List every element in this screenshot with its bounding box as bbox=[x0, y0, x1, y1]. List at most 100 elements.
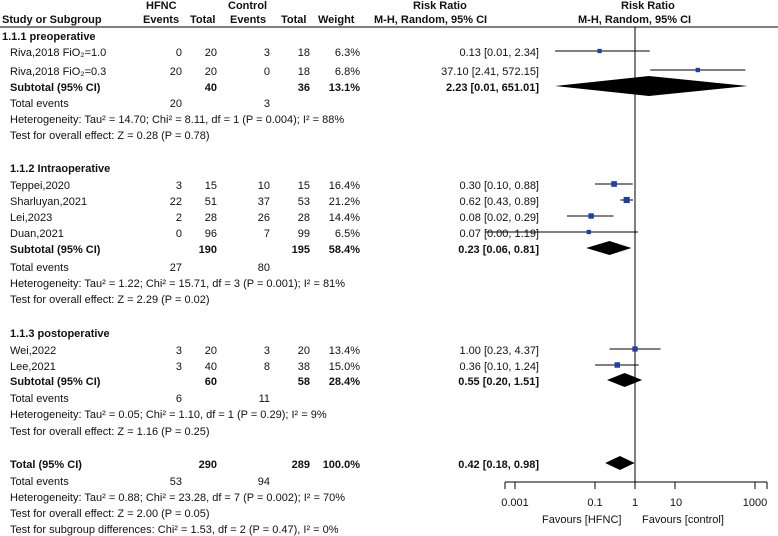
control-total: 18 bbox=[297, 47, 310, 59]
group-title: 1.1.2 Intraoperative bbox=[10, 163, 111, 175]
study-point-marker bbox=[614, 362, 620, 368]
hfnc-events: 0 bbox=[175, 228, 182, 240]
subtotal-weight: 58.4% bbox=[328, 244, 360, 256]
group-title: 1.1.1 preoperative bbox=[2, 31, 96, 43]
total-events-label: Total events bbox=[10, 476, 69, 488]
subtotal-weight: 28.4% bbox=[328, 376, 360, 388]
study-weight: 21.2% bbox=[328, 196, 360, 208]
control-events: 3 bbox=[263, 345, 270, 357]
favours-control-label: Favours [control] bbox=[642, 514, 724, 526]
study-ci: 0.62 [0.43, 0.89] bbox=[459, 196, 539, 208]
study-point-marker bbox=[588, 213, 594, 219]
study-ci: 0.36 [0.10, 1.24] bbox=[459, 361, 539, 373]
hfnc-events: 2 bbox=[175, 212, 182, 224]
study-name: Riva,2018 FiO₂=0.3 bbox=[10, 66, 107, 78]
control-events: 10 bbox=[257, 180, 270, 192]
control-total: 20 bbox=[297, 345, 310, 357]
overall-effect-text: Test for overall effect: Z = 0.28 (P = 0… bbox=[10, 130, 210, 142]
study-name: Teppei,2020 bbox=[10, 180, 70, 192]
study-ci: 0.30 [0.10, 0.88] bbox=[459, 180, 539, 192]
hfnc-total: 20 bbox=[204, 47, 217, 59]
control-total: 53 bbox=[297, 196, 310, 208]
subtotal-ci: 0.23 [0.06, 0.81] bbox=[458, 244, 539, 256]
total-control-total: 289 bbox=[291, 459, 310, 471]
study-ci: 37.10 [2.41, 572.15] bbox=[441, 66, 539, 78]
hfnc-total: 20 bbox=[204, 345, 217, 357]
control-events-header: Events bbox=[230, 14, 267, 26]
hfnc-header: HFNC bbox=[146, 0, 177, 12]
total-label: Total (95% CI) bbox=[10, 459, 82, 471]
total-events-hfnc: 6 bbox=[175, 393, 182, 405]
tick-label-0.1: 0.1 bbox=[587, 497, 603, 509]
method-right-header: M-H, Random, 95% CI bbox=[578, 14, 692, 26]
total-weight: 100.0% bbox=[322, 459, 360, 471]
hfnc-total: 40 bbox=[204, 361, 217, 373]
overall-effect-text: Test for overall effect: Z = 1.16 (P = 0… bbox=[10, 426, 210, 438]
subgroup-differences-text: Test for subgroup differences: Chi² = 1.… bbox=[10, 524, 339, 536]
hfnc-events-header: Events bbox=[143, 14, 180, 26]
control-total: 99 bbox=[297, 228, 310, 240]
total-heterogeneity-text: Heterogeneity: Tau² = 0.88; Chi² = 23.28… bbox=[10, 492, 345, 504]
study-ci: 0.08 [0.02, 0.29] bbox=[459, 212, 539, 224]
total-events-control: 94 bbox=[257, 476, 270, 488]
control-total: 38 bbox=[297, 361, 310, 373]
total-events-hfnc: 53 bbox=[169, 476, 182, 488]
hfnc-events: 20 bbox=[169, 66, 182, 78]
tick-label-10: 10 bbox=[669, 497, 683, 509]
total-events-label: Total events bbox=[10, 262, 69, 274]
subtotal-weight: 13.1% bbox=[328, 82, 360, 94]
hfnc-events: 0 bbox=[175, 47, 182, 59]
study-point-marker bbox=[695, 67, 700, 73]
control-events: 0 bbox=[263, 66, 270, 78]
subtotal-ci: 0.55 [0.20, 1.51] bbox=[458, 376, 539, 388]
total-events-hfnc: 20 bbox=[169, 98, 182, 110]
hfnc-total: 51 bbox=[204, 196, 217, 208]
study-name: Duan,2021 bbox=[10, 228, 64, 240]
control-events: 7 bbox=[263, 228, 270, 240]
subtotal-hfnc-total: 190 bbox=[198, 244, 217, 256]
subtotal-control-total: 195 bbox=[291, 244, 310, 256]
study-name: Wei,2022 bbox=[10, 345, 57, 357]
hfnc-events: 22 bbox=[169, 196, 182, 208]
heterogeneity-text: Heterogeneity: Tau² = 14.70; Chi² = 8.11… bbox=[10, 114, 345, 126]
hfnc-total: 20 bbox=[204, 66, 217, 78]
heterogeneity-text: Heterogeneity: Tau² = 0.05; Chi² = 1.10,… bbox=[10, 409, 327, 421]
total-events-label: Total events bbox=[10, 393, 69, 405]
subtotal-label: Subtotal (95% CI) bbox=[10, 244, 101, 256]
control-total: 28 bbox=[297, 212, 310, 224]
subtotal-ci: 2.23 [0.01, 651.01] bbox=[446, 82, 539, 94]
subtotal-control-total: 58 bbox=[297, 376, 310, 388]
control-events: 37 bbox=[257, 196, 270, 208]
subtotal-label: Subtotal (95% CI) bbox=[10, 376, 101, 388]
study-weight: 6.5% bbox=[334, 228, 360, 240]
weight-header: Weight bbox=[318, 14, 355, 26]
control-header: Control bbox=[228, 0, 268, 12]
risk-ratio-left-header: Risk Ratio bbox=[413, 0, 467, 12]
study-point-marker bbox=[623, 196, 630, 204]
hfnc-total: 15 bbox=[204, 180, 217, 192]
total-overall-effect-text: Test for overall effect: Z = 2.00 (P = 0… bbox=[10, 508, 210, 520]
study-weight: 15.0% bbox=[328, 361, 360, 373]
hfnc-events: 3 bbox=[175, 361, 182, 373]
tick-label-1000: 1000 bbox=[742, 497, 768, 509]
group-title: 1.1.3 postoperative bbox=[10, 328, 110, 340]
pooled-diamond bbox=[607, 373, 643, 387]
pooled-diamond bbox=[555, 76, 748, 96]
study-ci: 0.07 [0.00, 1.19] bbox=[459, 228, 539, 240]
control-total: 15 bbox=[297, 180, 310, 192]
control-events: 3 bbox=[263, 47, 270, 59]
total-events-control: 11 bbox=[258, 393, 270, 405]
tick-label-0.001: 0.001 bbox=[501, 497, 529, 509]
control-events: 26 bbox=[257, 212, 270, 224]
total-ci: 0.42 [0.18, 0.98] bbox=[458, 459, 539, 471]
study-name: Riva,2018 FiO₂=1.0 bbox=[10, 47, 107, 59]
study-point-marker bbox=[586, 229, 591, 235]
control-total-header: Total bbox=[281, 14, 307, 26]
hfnc-total-header: Total bbox=[190, 14, 216, 26]
study-column-header: Study or Subgroup bbox=[2, 14, 102, 26]
control-total: 18 bbox=[297, 66, 310, 78]
subtotal-label: Subtotal (95% CI) bbox=[10, 82, 101, 94]
study-point-marker bbox=[597, 48, 602, 54]
method-left-header: M-H, Random, 95% CI bbox=[374, 14, 488, 26]
